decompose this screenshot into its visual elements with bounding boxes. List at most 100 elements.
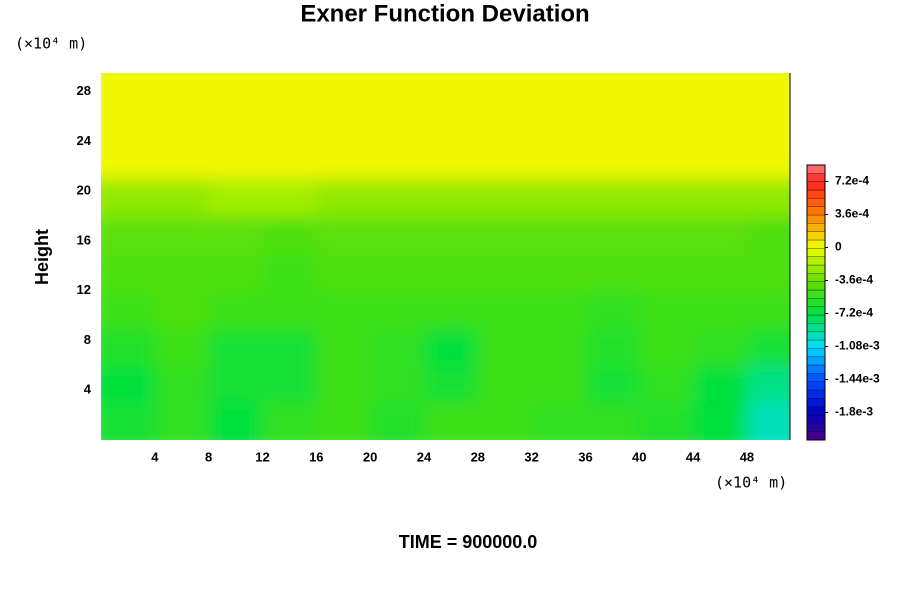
x-tick-label: 8 [205, 449, 212, 464]
cell [639, 328, 694, 366]
cell [316, 178, 371, 217]
cell [423, 290, 479, 329]
x-tick-label: 44 [686, 449, 701, 464]
cell [585, 141, 640, 180]
cell [585, 328, 640, 366]
cell [316, 141, 371, 180]
cell [531, 216, 586, 254]
cell [101, 402, 156, 440]
x-unit: (×10⁴ m) [715, 474, 787, 492]
cell [693, 104, 748, 142]
y-tick-label: 4 [84, 382, 92, 397]
x-tick-label: 12 [255, 449, 269, 464]
cell [477, 365, 533, 404]
cell [477, 216, 533, 254]
cell [101, 73, 156, 105]
cell [585, 73, 640, 105]
cell [208, 73, 263, 105]
cell [531, 253, 586, 292]
cell [423, 178, 479, 217]
cell [101, 178, 156, 217]
cell [154, 178, 210, 217]
cell [208, 290, 263, 329]
y-tick-label: 28 [77, 83, 91, 98]
cell [262, 178, 317, 217]
colorbar-band [806, 256, 826, 266]
colorbar-band [806, 223, 826, 232]
colorbar-band [806, 273, 826, 282]
cell [370, 365, 425, 404]
cell [477, 104, 533, 142]
colorbar-tick-label: -7.2e-4 [835, 306, 873, 320]
cell [639, 104, 694, 142]
cell [423, 73, 479, 105]
cell [101, 365, 156, 404]
cell [531, 178, 586, 217]
colorbar-band [806, 339, 826, 349]
cell [208, 104, 263, 142]
cell [370, 178, 425, 217]
cell [477, 402, 533, 440]
y-unit: (×10⁴ m) [15, 35, 87, 53]
colorbar-band [806, 398, 826, 407]
cell [585, 178, 640, 217]
colorbar-band [806, 356, 826, 366]
cell [585, 216, 640, 254]
cell [370, 141, 425, 180]
cell [262, 290, 317, 329]
cell [154, 141, 210, 180]
cell [154, 290, 210, 329]
cell [746, 216, 790, 254]
cell [154, 104, 210, 142]
y-tick-label: 16 [77, 232, 91, 247]
cell [639, 141, 694, 180]
cell [746, 141, 790, 180]
cell [154, 73, 210, 105]
cell [639, 253, 694, 292]
colorbar-band [806, 264, 826, 274]
cell [531, 141, 586, 180]
chart-title: Exner Function Deviation [300, 0, 589, 27]
cell [154, 328, 210, 366]
cell [585, 402, 640, 440]
x-tick-label: 48 [740, 449, 754, 464]
colorbar-tick-label: -1.08e-3 [835, 339, 880, 353]
cell [639, 73, 694, 105]
colorbar-band [806, 406, 826, 416]
cell [585, 104, 640, 142]
cell [693, 141, 748, 180]
cell [585, 365, 640, 404]
cell [262, 216, 317, 254]
cell [262, 73, 317, 105]
colorbar-band [806, 231, 826, 241]
cell [370, 104, 425, 142]
cell [262, 402, 317, 440]
cell [208, 141, 263, 180]
colorbar-tick-label: 3.6e-4 [835, 207, 869, 221]
colorbar-band [806, 381, 826, 391]
cell [370, 216, 425, 254]
cell [316, 216, 371, 254]
colorbar-band [806, 364, 826, 374]
cell [477, 73, 533, 105]
cell [693, 328, 748, 366]
cell [746, 328, 790, 366]
x-tick-label: 4 [151, 449, 159, 464]
colorbar-band [806, 198, 826, 207]
colorbar-frame [806, 164, 826, 441]
cell [477, 253, 533, 292]
cell [208, 402, 263, 440]
cell [746, 402, 790, 440]
cell [423, 402, 479, 440]
cell [693, 216, 748, 254]
colorbar-band [806, 373, 826, 382]
cell [693, 178, 748, 217]
colorbar-band [806, 323, 826, 332]
colorbar-band [806, 248, 826, 257]
colorbar-band [806, 389, 826, 399]
colorbar-band [806, 164, 826, 174]
cell [370, 328, 425, 366]
cell [423, 141, 479, 180]
cell [154, 402, 210, 440]
